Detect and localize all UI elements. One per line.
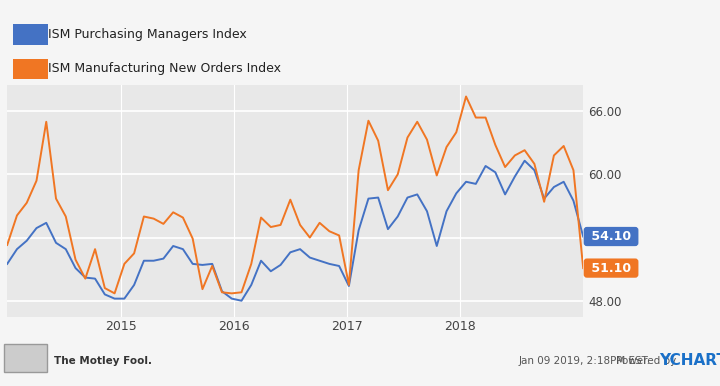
Text: 54.10: 54.10 [587, 230, 635, 243]
Text: 2018: 2018 [445, 320, 477, 333]
Text: Jan 09 2019, 2:18PM EST.: Jan 09 2019, 2:18PM EST. [518, 356, 650, 366]
Bar [4, 344, 47, 372]
Text: 51.10: 51.10 [587, 262, 635, 274]
Text: ISM Purchasing Managers Index: ISM Purchasing Managers Index [48, 28, 246, 41]
Bar [13, 59, 48, 80]
Text: YCHARTS: YCHARTS [659, 353, 720, 368]
Text: ISM Manufacturing New Orders Index: ISM Manufacturing New Orders Index [48, 63, 281, 75]
Bar [13, 24, 48, 45]
Text: The Motley Fool.: The Motley Fool. [54, 356, 152, 366]
Text: 2015: 2015 [104, 320, 136, 333]
Text: 2016: 2016 [218, 320, 250, 333]
Text: Powered by: Powered by [616, 356, 676, 366]
Text: 2017: 2017 [331, 320, 363, 333]
